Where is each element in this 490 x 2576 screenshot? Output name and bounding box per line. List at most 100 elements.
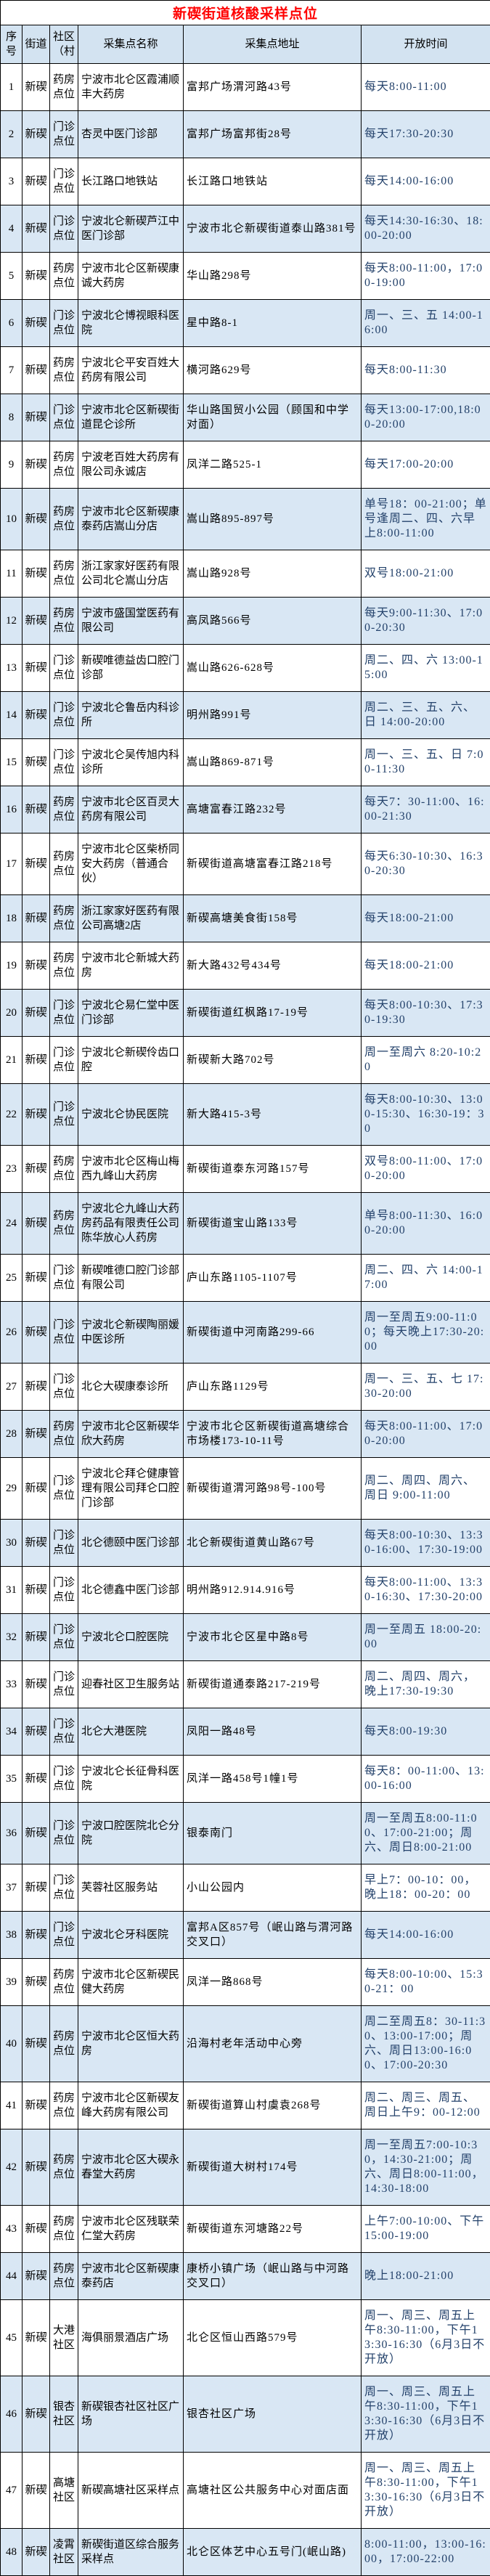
- cell-address: 新大路415-3号: [184, 1084, 362, 1146]
- cell-index: 17: [1, 833, 23, 895]
- cell-index: 14: [1, 692, 23, 739]
- cell-site-name: 宁波北仑九峰山大药房药品有限责任公司陈华放心人药房: [78, 1193, 184, 1255]
- cell-community: 门诊点位: [50, 692, 78, 739]
- cell-site-name: 宁波市北仑区霞浦顺丰大药房: [78, 64, 184, 111]
- cell-open-time: 8:00-11:00，13:00-16:00，17:00-22:00: [362, 2529, 490, 2576]
- cell-site-name: 海俱丽景酒店广场: [78, 2300, 184, 2376]
- cell-address: 华山路国贸小公园（顾国和中学对面）: [184, 394, 362, 441]
- cell-community: 门诊点位: [50, 1708, 78, 1756]
- cell-site-name: 宁波北仑协民医院: [78, 1084, 184, 1146]
- cell-community: 药房点位: [50, 895, 78, 942]
- cell-address: 新碶街道通泰路217-219号: [184, 1661, 362, 1708]
- cell-community: 药房点位: [50, 489, 78, 550]
- cell-site-name: 宁波北仑鲁岳内科诊所: [78, 692, 184, 739]
- cell-index: 24: [1, 1193, 23, 1255]
- cell-index: 42: [1, 2129, 23, 2206]
- cell-index: 11: [1, 550, 23, 598]
- cell-street: 新碶: [23, 441, 50, 489]
- cell-community: 药房点位: [50, 1193, 78, 1255]
- cell-street: 新碶: [23, 300, 50, 347]
- cell-street: 新碶: [23, 205, 50, 253]
- cell-street: 新碶: [23, 1708, 50, 1756]
- cell-address: 新碶街道大树村174号: [184, 2129, 362, 2206]
- cell-open-time: 每天8:00-10:30、17:30-19:30: [362, 990, 490, 1037]
- cell-open-time: 周一至周五9:00-11:00；每天晚上17:30-20:00: [362, 1302, 490, 1364]
- cell-street: 新碶: [23, 1864, 50, 1912]
- cell-site-name: 宁波北仑拜仑健康管理有限公司拜仑口腔门诊部: [78, 1458, 184, 1520]
- cell-community: 门诊点位: [50, 1912, 78, 1959]
- cell-site-name: 宁波北仑新碶芦江中医门诊部: [78, 205, 184, 253]
- cell-community: 药房点位: [50, 598, 78, 645]
- cell-open-time: 上午7:00-10:00、下午15:00-19:00: [362, 2206, 490, 2253]
- cell-site-name: 芙蓉社区服务站: [78, 1864, 184, 1912]
- cell-index: 5: [1, 253, 23, 300]
- cell-index: 4: [1, 205, 23, 253]
- cell-street: 新碶: [23, 1803, 50, 1864]
- cell-open-time: 周二、四、六 14:00-17:00: [362, 1255, 490, 1302]
- cell-community: 银杏社区: [50, 2376, 78, 2453]
- cell-open-time: 每天17:00-20:00: [362, 441, 490, 489]
- cell-address: 庐山东路1105-1107号: [184, 1255, 362, 1302]
- cell-community: 门诊点位: [50, 1084, 78, 1146]
- cell-index: 22: [1, 1084, 23, 1146]
- cell-index: 46: [1, 2376, 23, 2453]
- header-col-street: 街道: [23, 25, 50, 64]
- cell-index: 39: [1, 1959, 23, 2006]
- cell-site-name: 新碶银杏社区社区广场: [78, 2376, 184, 2453]
- cell-community: 药房点位: [50, 1146, 78, 1193]
- page-title: 新碶街道核酸采样点位: [1, 1, 490, 25]
- cell-index: 45: [1, 2300, 23, 2376]
- cell-site-name: 宁波市北仑区残联荣仁堂大药房: [78, 2206, 184, 2253]
- cell-street: 新碶: [23, 2206, 50, 2253]
- cell-address: 新碶新大路702号: [184, 1037, 362, 1084]
- cell-community: 门诊点位: [50, 158, 78, 205]
- cell-index: 34: [1, 1708, 23, 1756]
- cell-open-time: 每天8:00-10:30、13:00-15:30、16:30-19：30: [362, 1084, 490, 1146]
- cell-site-name: 浙江家家好医药有限公司高塘2店: [78, 895, 184, 942]
- cell-index: 13: [1, 645, 23, 692]
- cell-address: 新大路432号434号: [184, 942, 362, 990]
- cell-open-time: 每天7：30-11:00、16:00-21:30: [362, 786, 490, 833]
- cell-index: 12: [1, 598, 23, 645]
- cell-open-time: 周二、周三、周五、周日上午9：00-12:00: [362, 2082, 490, 2129]
- cell-open-time: 周二、周四、周六，晚上17:30-19:30: [362, 1661, 490, 1708]
- cell-site-name: 宁波北仑口腔医院: [78, 1614, 184, 1661]
- cell-street: 新碶: [23, 1959, 50, 2006]
- cell-site-name: 宁波北仑牙科医院: [78, 1912, 184, 1959]
- cell-community: 门诊点位: [50, 1520, 78, 1567]
- cell-street: 新碶: [23, 394, 50, 441]
- cell-index: 9: [1, 441, 23, 489]
- cell-address: 银泰南门: [184, 1803, 362, 1864]
- cell-open-time: 每天18:00-21:00: [362, 942, 490, 990]
- cell-community: 门诊点位: [50, 205, 78, 253]
- cell-community: 门诊点位: [50, 394, 78, 441]
- cell-open-time: 每天13:00-17:00,18:00-20:00: [362, 394, 490, 441]
- cell-site-name: 宁波北仑易仁堂中医门诊部: [78, 990, 184, 1037]
- cell-index: 26: [1, 1302, 23, 1364]
- cell-index: 25: [1, 1255, 23, 1302]
- cell-site-name: 新碶唯德益齿口腔门诊部: [78, 645, 184, 692]
- cell-street: 新碶: [23, 2253, 50, 2300]
- cell-address: 银杏社区广场: [184, 2376, 362, 2453]
- cell-open-time: 每天8:00-11:00: [362, 64, 490, 111]
- cell-index: 30: [1, 1520, 23, 1567]
- cell-community: 药房点位: [50, 2006, 78, 2082]
- cell-site-name: 北仑大碶康泰诊所: [78, 1364, 184, 1411]
- cell-open-time: 早上7：00-10：00，晚上18：00-20：00: [362, 1864, 490, 1912]
- cell-community: 门诊点位: [50, 1458, 78, 1520]
- cell-index: 29: [1, 1458, 23, 1520]
- cell-index: 48: [1, 2529, 23, 2576]
- cell-community: 门诊点位: [50, 1614, 78, 1661]
